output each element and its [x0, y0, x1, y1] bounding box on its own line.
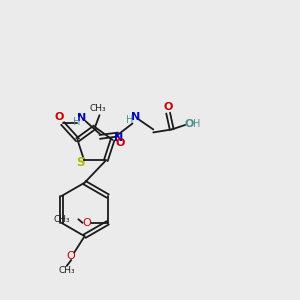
- Text: O: O: [82, 218, 91, 228]
- Text: N: N: [115, 134, 124, 143]
- Text: H: H: [126, 115, 133, 124]
- Text: H: H: [193, 119, 200, 129]
- Text: N: N: [77, 113, 87, 123]
- Text: CH₃: CH₃: [53, 215, 70, 224]
- Text: N: N: [131, 112, 141, 122]
- Text: O: O: [54, 112, 64, 122]
- Text: O: O: [185, 119, 194, 129]
- Text: CH₃: CH₃: [90, 104, 106, 113]
- Text: O: O: [164, 102, 173, 112]
- Text: O: O: [67, 250, 76, 260]
- Text: H: H: [73, 117, 81, 127]
- Text: O: O: [116, 138, 125, 148]
- Text: S: S: [76, 156, 85, 169]
- Text: CH₃: CH₃: [58, 266, 75, 275]
